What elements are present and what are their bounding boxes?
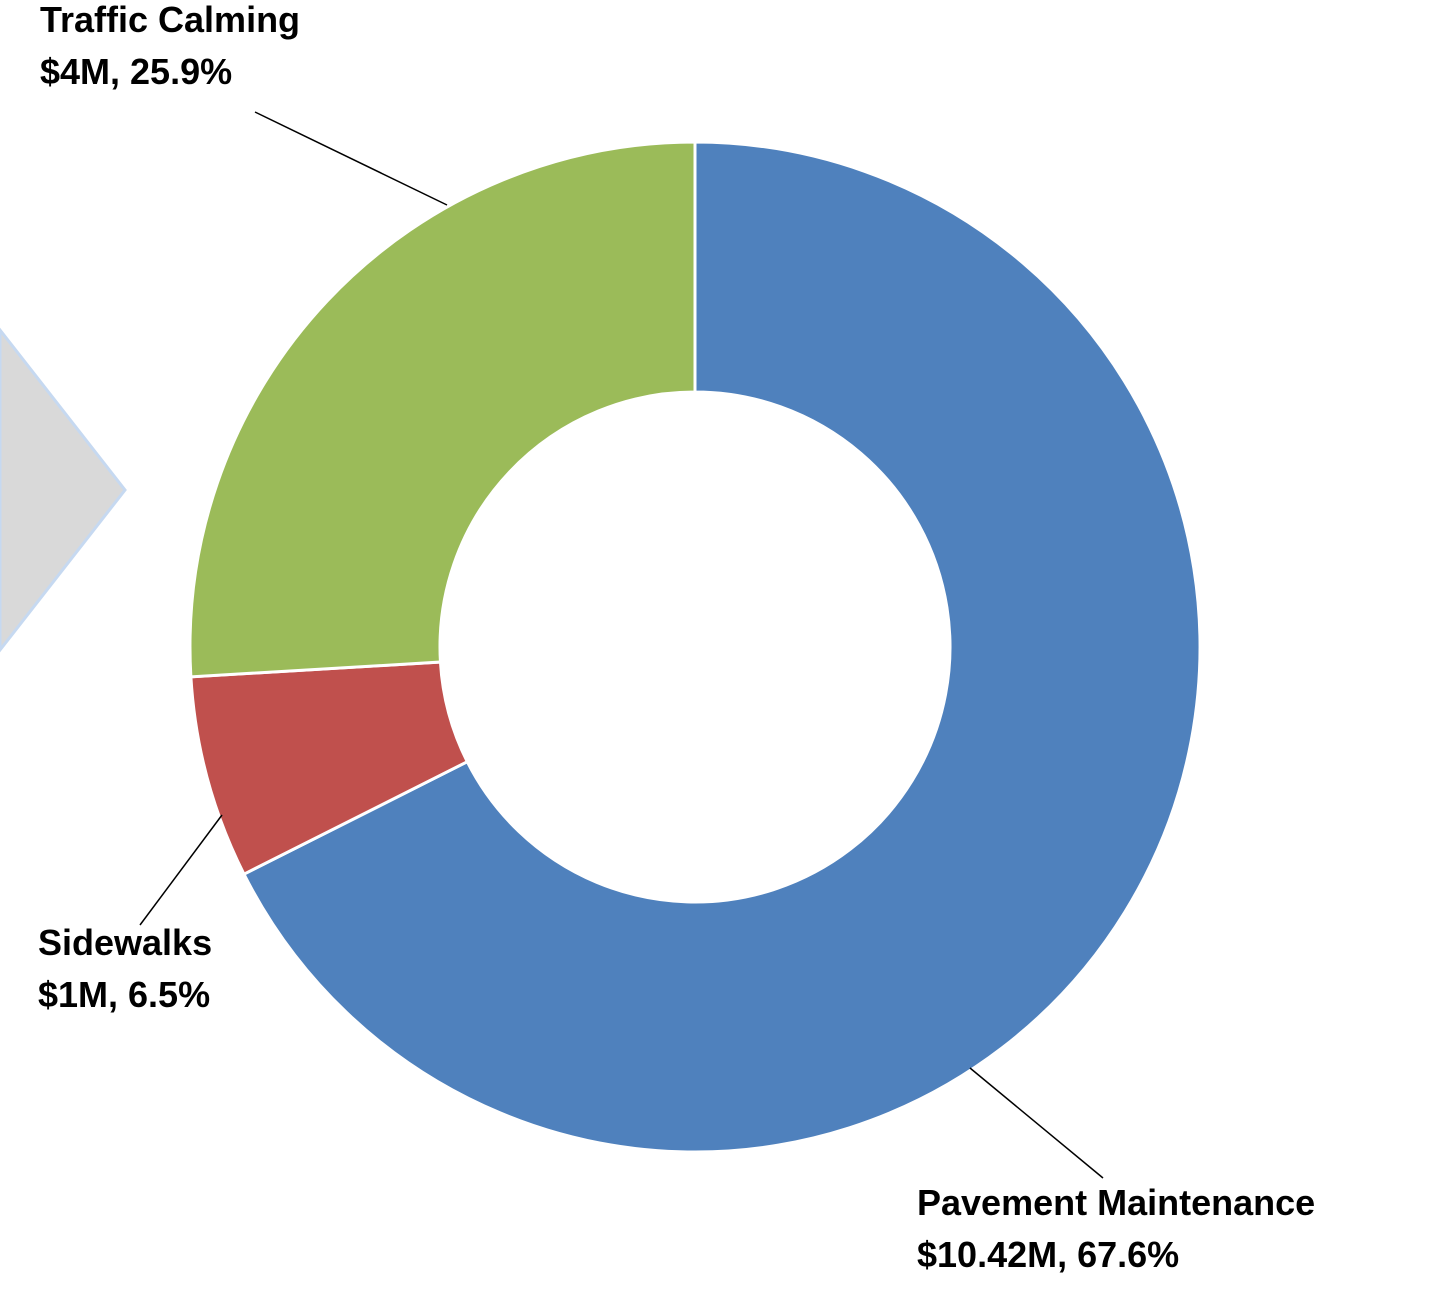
slice-value-label: $10.42M, 67.6% (917, 1234, 1179, 1275)
leader-line (254, 111, 448, 206)
leader-line (139, 814, 223, 926)
slice-value-label: $1M, 6.5% (38, 974, 210, 1015)
donut-slice (188, 140, 697, 679)
slice-label: Traffic Calming (40, 0, 300, 40)
slice-label: Pavement Maintenance (917, 1182, 1315, 1223)
slice-value-label: $4M, 25.9% (40, 51, 232, 92)
background-arrow (0, 327, 127, 653)
donut-slice (241, 140, 1202, 1154)
slice-label: Sidewalks (38, 922, 212, 963)
leader-line (969, 1067, 1104, 1179)
